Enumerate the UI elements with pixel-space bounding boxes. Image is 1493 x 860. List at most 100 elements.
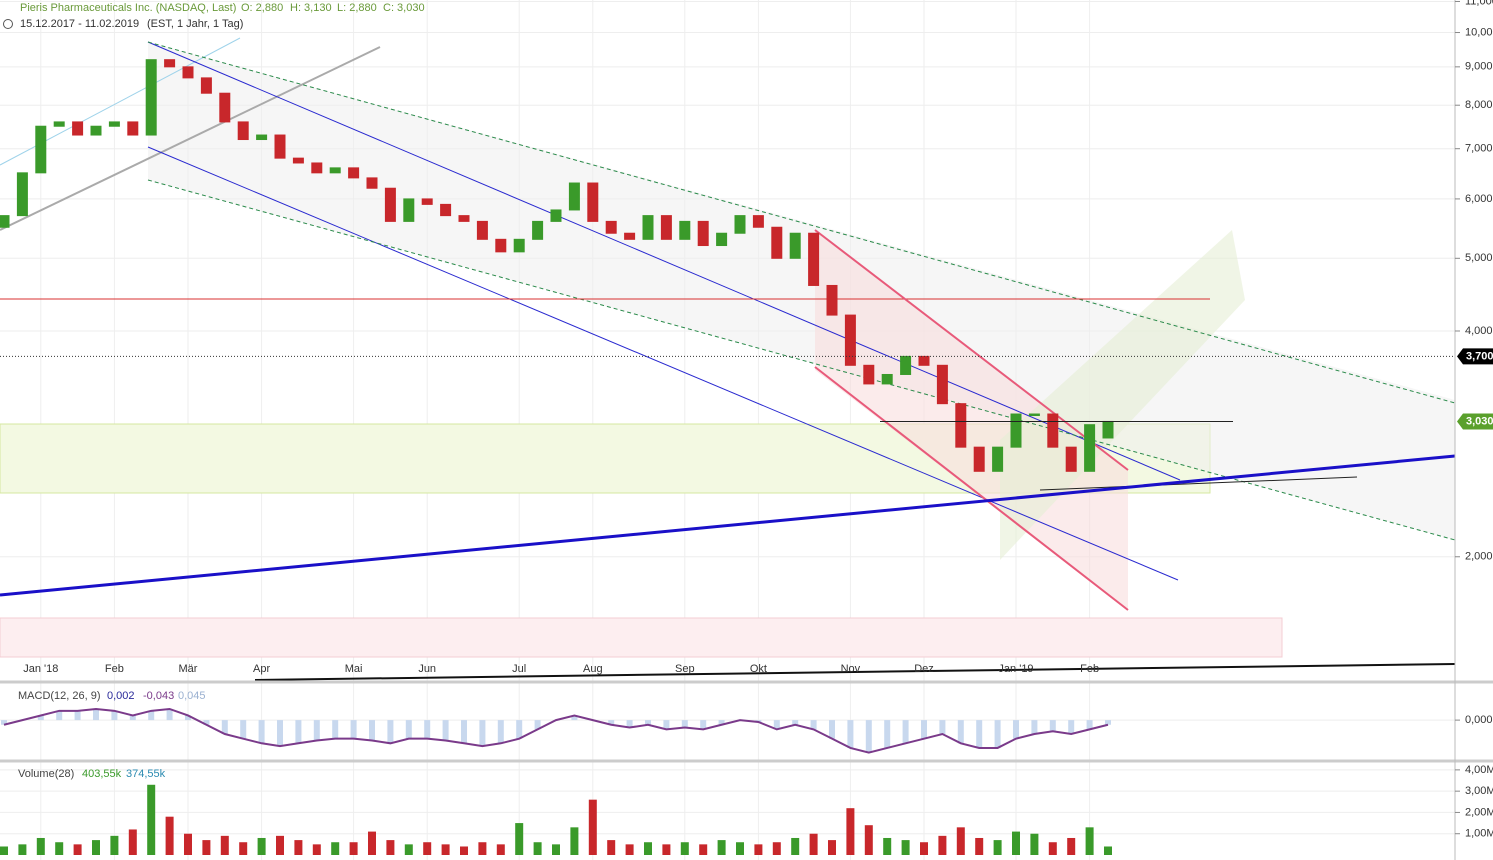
macd-histogram [1013, 720, 1019, 739]
macd-histogram [571, 715, 578, 721]
volume-bar [772, 842, 781, 855]
legend-title: Volume(28) [18, 768, 74, 780]
macd-histogram [350, 720, 357, 739]
macd-histogram [810, 720, 817, 730]
macd-histogram [387, 720, 394, 744]
legend-value: 0,045 [178, 690, 206, 702]
macd-histogram [479, 720, 486, 747]
volume-bar [460, 846, 468, 855]
y-tick-label: 3,00M [1465, 785, 1493, 797]
macd-histogram [203, 720, 210, 725]
candle [863, 364, 875, 385]
macd-histogram [1, 720, 7, 725]
y-tick-label: 4,00M [1465, 764, 1493, 776]
macd-histogram [240, 720, 247, 739]
y-tick-label: 5,000 [1465, 252, 1493, 264]
macd-histogram [994, 720, 1001, 748]
candle [16, 172, 28, 217]
volume-bar [36, 837, 45, 855]
candle [1065, 446, 1077, 472]
candle [587, 182, 599, 222]
candle [1084, 424, 1096, 472]
candle [127, 121, 139, 136]
macd-histogram [37, 715, 44, 721]
volume-bar [404, 844, 413, 855]
volume-bar [368, 831, 376, 855]
volume-bar [1067, 837, 1076, 855]
macd-histogram [829, 720, 835, 739]
candle [458, 215, 470, 222]
volume-bar [128, 829, 137, 855]
y-tick-label: 4,000 [1465, 325, 1493, 337]
macd-histogram [277, 720, 283, 747]
candle [973, 446, 985, 472]
volume-bar [552, 844, 560, 855]
macd-histogram [221, 720, 228, 735]
x-tick-label: Mär [179, 663, 198, 675]
volume-bar [478, 842, 487, 855]
x-tick-label: Jan '19 [998, 663, 1033, 675]
trend-line [147, 41, 1181, 481]
macd-histogram [1068, 720, 1075, 735]
volume-bar [644, 842, 652, 855]
legend-value: 374,55k [126, 768, 166, 780]
legend-value: -0,043 [143, 690, 174, 702]
x-tick-label: Sep [675, 663, 695, 675]
volume-bar [533, 842, 542, 855]
quote: C: 3,030 [383, 2, 425, 14]
candle [329, 167, 341, 174]
candle [826, 284, 838, 316]
price-marker [1457, 413, 1493, 430]
candle [348, 167, 360, 179]
y-tick-label: 6,000 [1465, 193, 1493, 205]
candle [440, 203, 452, 217]
quote: L: 2,880 [337, 2, 377, 14]
macd-histogram [1105, 720, 1111, 725]
macd-histogram [608, 720, 615, 725]
y-tick-label: 0,000 [1465, 714, 1493, 726]
volume-bar [312, 844, 321, 855]
candle [808, 232, 820, 286]
volume-bar [257, 837, 266, 855]
candle [421, 198, 433, 205]
volume-bar [1030, 833, 1039, 855]
macd-histogram [166, 708, 173, 721]
marks [0, 59, 1455, 855]
x-tick-label: Feb [1080, 663, 1099, 675]
x-tick-label: Jan '18 [23, 663, 58, 675]
candle [679, 220, 691, 240]
candle [90, 125, 102, 136]
candle [568, 182, 580, 211]
trend-line [814, 366, 1129, 611]
volume-bar [0, 846, 8, 855]
volume-bar [846, 808, 855, 855]
candle [936, 364, 948, 405]
candle [992, 446, 1004, 472]
trend-line [254, 663, 1456, 681]
volume-bar [736, 842, 744, 855]
header: Pieris Pharmaceuticals Inc. (NASDAQ, Las… [3, 2, 425, 780]
y-tick-label: 8,000 [1465, 99, 1493, 111]
volume-bar [883, 837, 892, 855]
x-tick-label: Nov [841, 663, 861, 675]
volume-bar [607, 840, 616, 855]
x-tick-label: Jun [418, 663, 436, 675]
macd-histogram [773, 720, 780, 730]
volume-bar [809, 833, 818, 855]
candle [0, 215, 10, 228]
price-marker [1457, 348, 1493, 365]
candle [182, 66, 194, 79]
volume-bar [717, 840, 726, 855]
macd-histogram [681, 720, 688, 728]
macd-line [3, 707, 1109, 754]
y-tick-label: 1,00M [1465, 828, 1493, 840]
y-tick-label: 7,000 [1465, 143, 1493, 155]
candle [35, 125, 47, 174]
macd-histogram [497, 720, 504, 744]
volume-bar [828, 840, 836, 855]
macd-histogram [442, 720, 449, 741]
trend-line [0, 46, 381, 231]
candle [734, 215, 746, 234]
trend-line [814, 229, 1129, 471]
